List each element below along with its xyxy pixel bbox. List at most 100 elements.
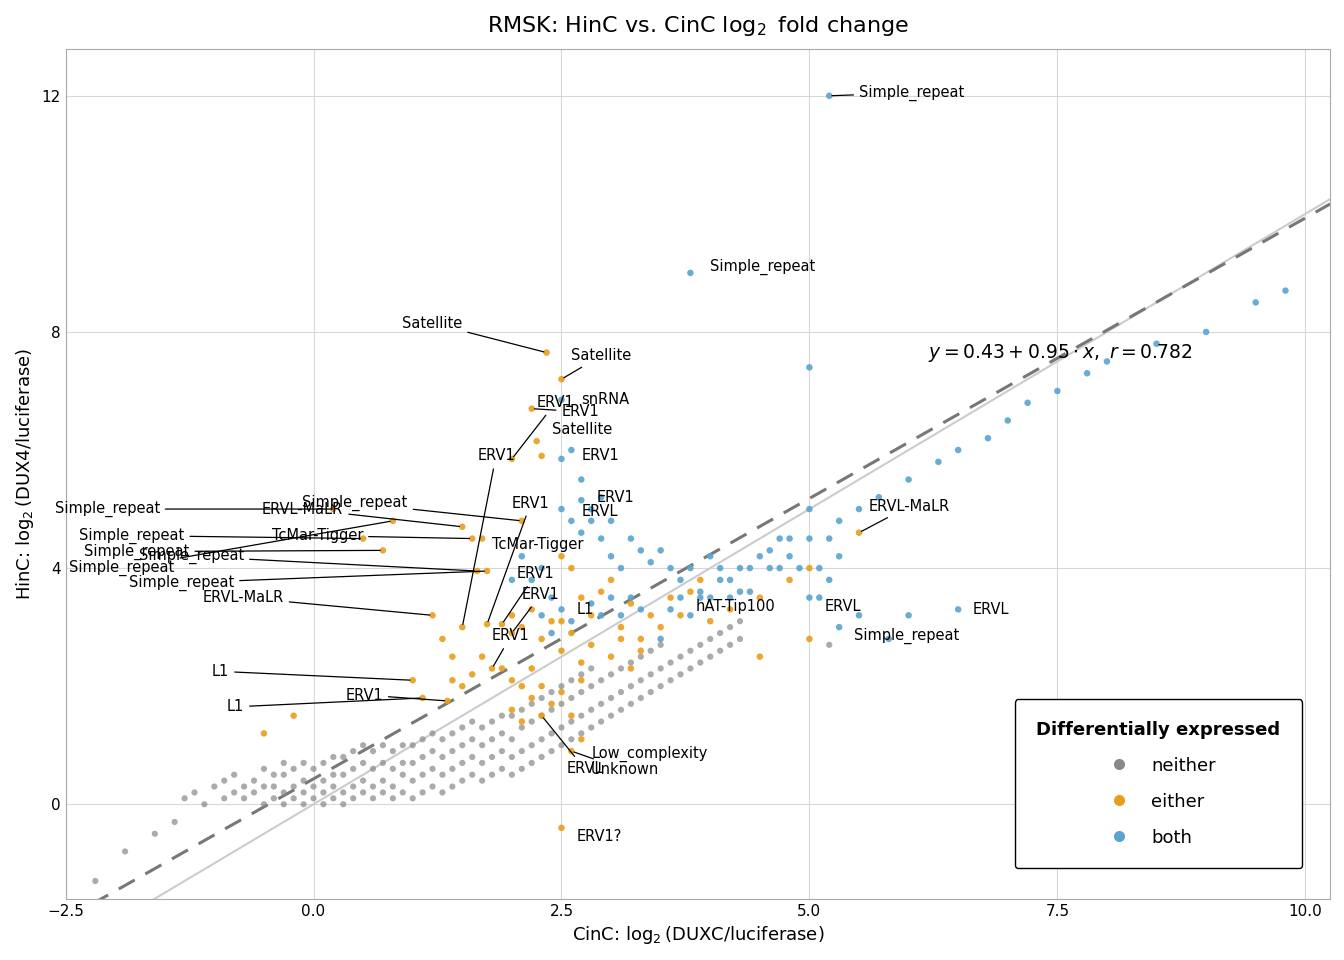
Point <box>501 767 523 782</box>
Point <box>422 743 444 758</box>
Point <box>719 637 741 653</box>
Point <box>927 454 949 469</box>
Point <box>581 720 602 735</box>
Point <box>650 660 672 676</box>
Point <box>620 531 641 546</box>
Point <box>590 531 612 546</box>
Point <box>590 608 612 623</box>
Point <box>422 726 444 741</box>
Point <box>551 613 573 629</box>
Point <box>540 613 562 629</box>
Text: Satellite: Satellite <box>551 421 612 437</box>
Point <box>476 564 497 579</box>
Point <box>601 666 622 682</box>
Point <box>313 756 335 771</box>
Point <box>620 596 641 612</box>
Point <box>551 602 573 617</box>
Point <box>680 265 702 280</box>
Point <box>809 590 831 606</box>
Point <box>719 572 741 588</box>
Point <box>560 561 582 576</box>
Point <box>571 726 593 741</box>
Point <box>442 726 464 741</box>
Point <box>730 561 751 576</box>
Point <box>571 684 593 700</box>
Point <box>1077 366 1098 381</box>
Point <box>273 784 294 800</box>
Point <box>214 773 235 788</box>
Point <box>363 743 384 758</box>
Point <box>630 643 652 659</box>
Point <box>540 726 562 741</box>
Point <box>263 791 285 806</box>
Point <box>1146 336 1168 351</box>
Point <box>243 784 265 800</box>
Point <box>411 732 433 747</box>
Point <box>630 632 652 647</box>
Point <box>590 714 612 730</box>
Text: ERV1: ERV1 <box>462 448 515 624</box>
Text: ERVL: ERVL <box>543 718 603 777</box>
Point <box>571 666 593 682</box>
Point <box>531 732 552 747</box>
Point <box>650 679 672 694</box>
Point <box>481 767 503 782</box>
Text: Simple_repeat: Simple_repeat <box>79 527 360 543</box>
Point <box>640 684 661 700</box>
Point <box>571 525 593 540</box>
Point <box>571 492 593 508</box>
Point <box>472 720 493 735</box>
Point <box>948 602 969 617</box>
Text: Simple_repeat: Simple_repeat <box>85 543 380 560</box>
Point <box>452 519 473 535</box>
Point <box>382 743 403 758</box>
Point <box>501 625 523 640</box>
Point <box>560 714 582 730</box>
Point <box>809 561 831 576</box>
Point <box>114 844 136 859</box>
Point <box>551 679 573 694</box>
Point <box>610 702 632 717</box>
Point <box>273 767 294 782</box>
Point <box>540 702 562 717</box>
Point <box>551 643 573 659</box>
Point <box>798 590 820 606</box>
Point <box>749 649 770 664</box>
Point <box>719 619 741 635</box>
Text: snRNA: snRNA <box>582 393 629 407</box>
Point <box>660 673 681 688</box>
Text: ERVL-MaLR: ERVL-MaLR <box>203 590 430 615</box>
Point <box>164 814 185 829</box>
Point <box>551 451 573 467</box>
Point <box>759 542 781 558</box>
Point <box>382 514 403 529</box>
Point <box>778 572 800 588</box>
Point <box>472 649 493 664</box>
Point <box>680 561 702 576</box>
Point <box>511 743 532 758</box>
Point <box>560 443 582 458</box>
Point <box>719 590 741 606</box>
Point <box>452 756 473 771</box>
X-axis label: CinC: $\log_2$(DUXC/luciferase): CinC: $\log_2$(DUXC/luciferase) <box>571 924 824 947</box>
Point <box>203 779 224 794</box>
Point <box>501 750 523 765</box>
Point <box>710 643 731 659</box>
Text: L1: L1 <box>577 602 594 617</box>
Text: Low_complexity: Low_complexity <box>591 746 707 762</box>
Point <box>669 608 691 623</box>
Point <box>590 673 612 688</box>
Point <box>581 501 602 516</box>
Point <box>1274 283 1296 299</box>
Point <box>352 737 374 753</box>
Text: Simple_repeat: Simple_repeat <box>129 571 484 591</box>
Point <box>590 696 612 711</box>
Point <box>581 702 602 717</box>
Text: Simple_repeat: Simple_repeat <box>70 521 390 576</box>
Point <box>273 797 294 812</box>
Point <box>739 584 761 599</box>
Point <box>431 732 453 747</box>
Point <box>610 561 632 576</box>
Point <box>302 779 324 794</box>
Point <box>948 443 969 458</box>
